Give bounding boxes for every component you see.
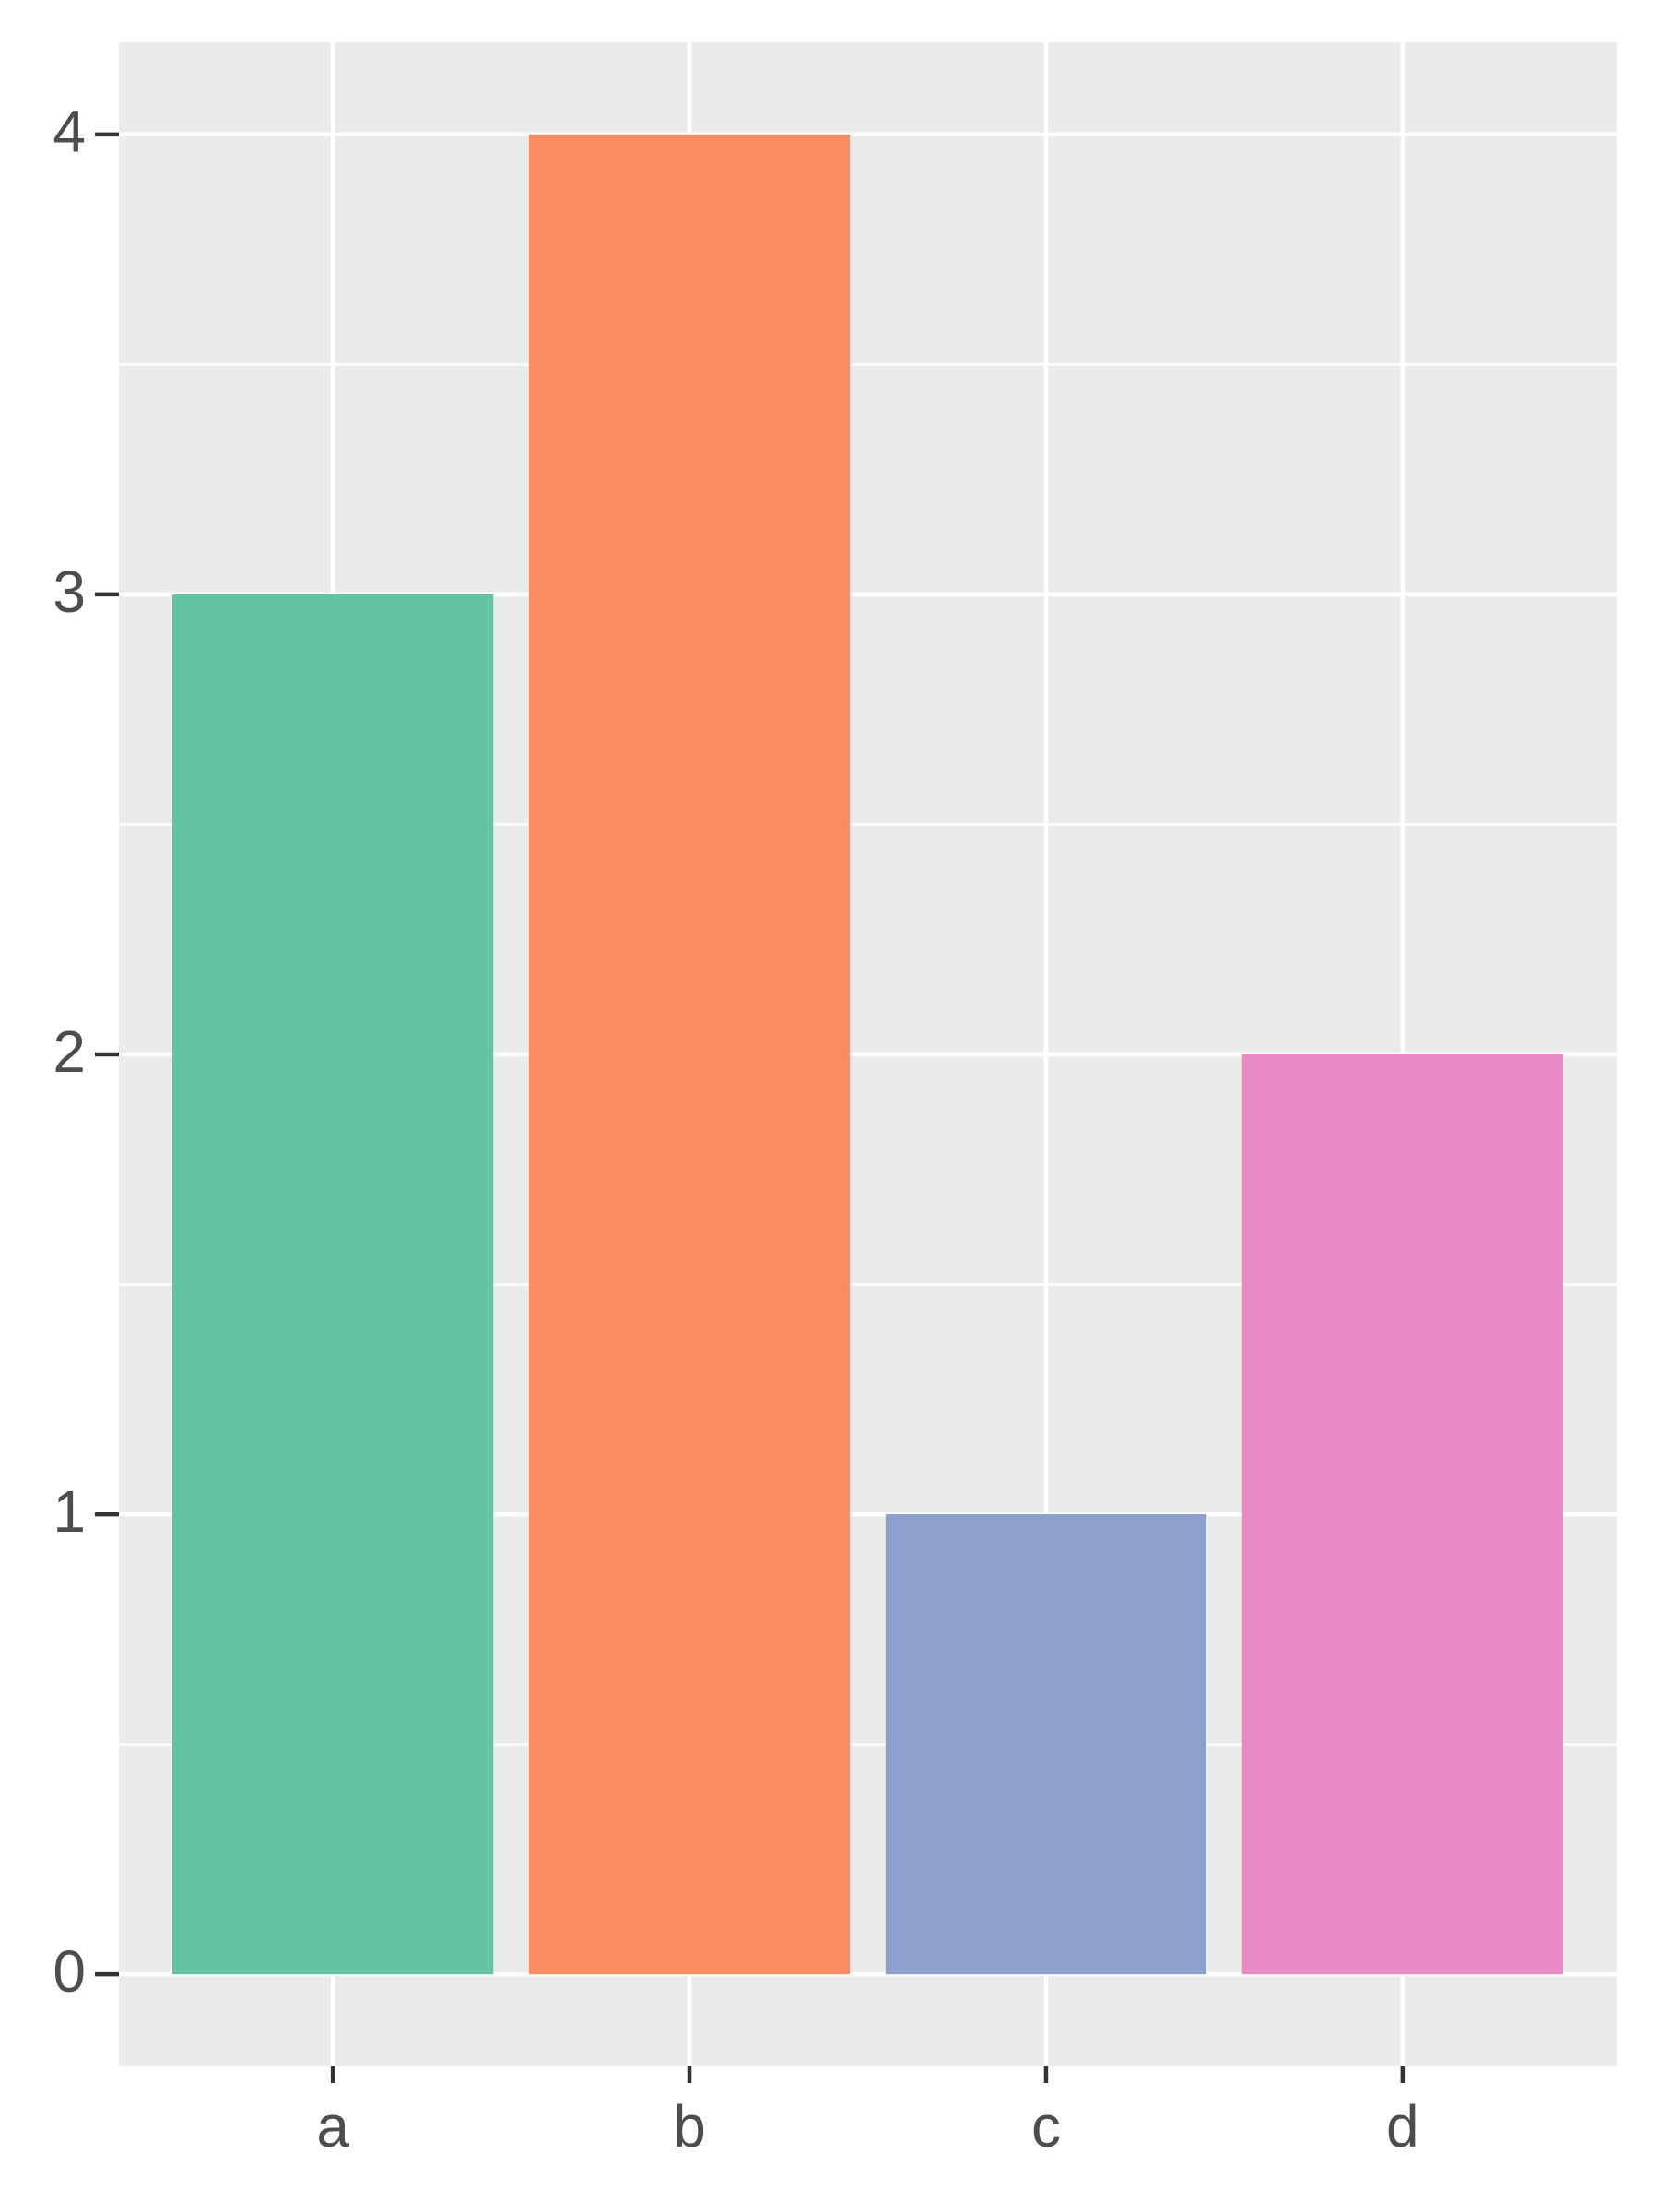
x-tick-label: d [1386, 2093, 1419, 2159]
y-tick-label: 1 [53, 1478, 86, 1545]
bar [172, 594, 494, 1975]
x-tick-label: c [1031, 2093, 1061, 2159]
bar [1241, 1054, 1563, 1975]
y-tick-label: 4 [53, 99, 86, 165]
y-tick-label: 2 [53, 1018, 86, 1085]
bar [528, 134, 851, 1975]
y-tick-label: 3 [53, 559, 86, 625]
x-tick-label: a [316, 2093, 349, 2159]
bar [885, 1514, 1207, 1975]
y-tick-label: 0 [53, 1938, 86, 2005]
x-tick-label: b [673, 2093, 706, 2159]
